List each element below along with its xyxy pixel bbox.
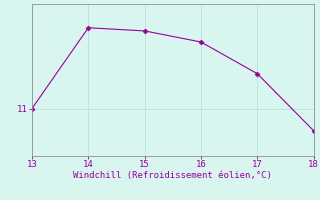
X-axis label: Windchill (Refroidissement éolien,°C): Windchill (Refroidissement éolien,°C) [73,171,272,180]
